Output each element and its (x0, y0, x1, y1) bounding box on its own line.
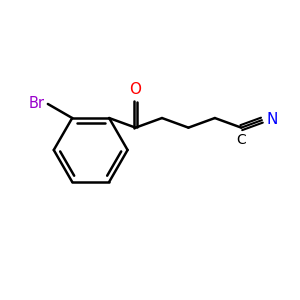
Text: N: N (266, 112, 278, 127)
Text: C: C (236, 133, 246, 147)
Text: Br: Br (28, 96, 44, 111)
Text: O: O (130, 82, 142, 97)
